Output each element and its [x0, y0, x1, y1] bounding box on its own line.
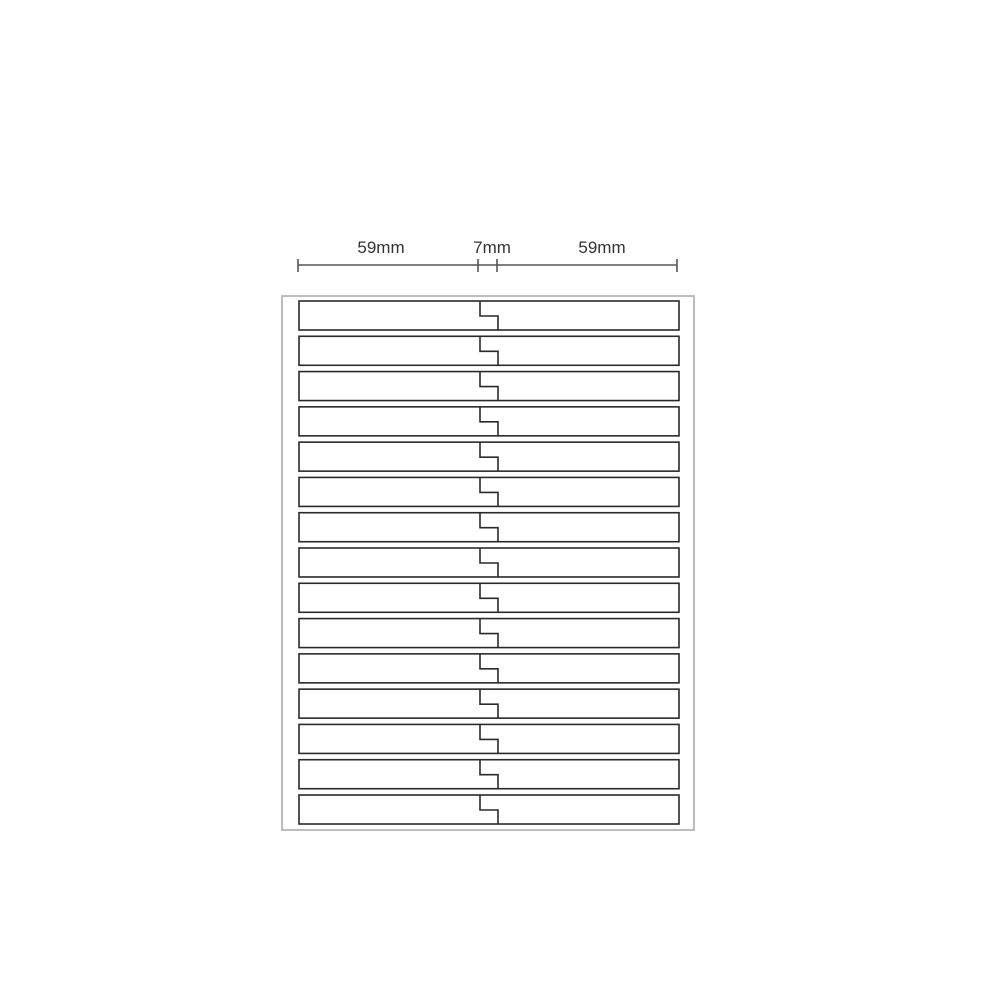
label-strip: [298, 688, 680, 719]
gap-width-label: 7mm: [473, 238, 511, 257]
label-strip: [298, 547, 680, 578]
label-strip: [298, 476, 680, 508]
perforation-step-line: [479, 653, 499, 683]
left-width-label: 59mm: [357, 238, 404, 257]
perforation-step-line: [479, 548, 499, 577]
perforation-step-line: [479, 759, 499, 789]
label-strip: [298, 653, 680, 684]
perforation-step-line: [479, 301, 499, 330]
perforation-step-line: [479, 406, 499, 436]
perforation-step-line: [479, 336, 499, 366]
label-strip: [298, 406, 680, 437]
perforation-step-line: [479, 583, 499, 613]
label-strip: [298, 335, 680, 367]
label-strip: [298, 582, 680, 614]
perforation-step-line: [479, 724, 499, 754]
perforation-step-line: [479, 795, 499, 824]
perforation-step-line: [479, 477, 499, 507]
label-strip: [298, 370, 680, 402]
label-strip: [298, 300, 680, 331]
perforation-step-line: [479, 442, 499, 472]
perforation-step-line: [479, 689, 499, 719]
label-strip: [298, 758, 680, 790]
label-strips: [298, 300, 680, 825]
perforation-step-line: [479, 512, 499, 542]
label-strip: [298, 794, 680, 825]
dimension-line: [297, 259, 678, 272]
label-strip: [298, 723, 680, 755]
perforation-step-line: [479, 371, 499, 401]
perforation-step-line: [479, 618, 499, 648]
label-strip: [298, 511, 680, 543]
label-strip: [298, 441, 680, 472]
label-strip: [298, 617, 680, 649]
right-width-label: 59mm: [578, 238, 625, 257]
